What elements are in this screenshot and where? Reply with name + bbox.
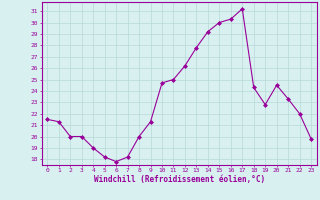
X-axis label: Windchill (Refroidissement éolien,°C): Windchill (Refroidissement éolien,°C) bbox=[94, 175, 265, 184]
